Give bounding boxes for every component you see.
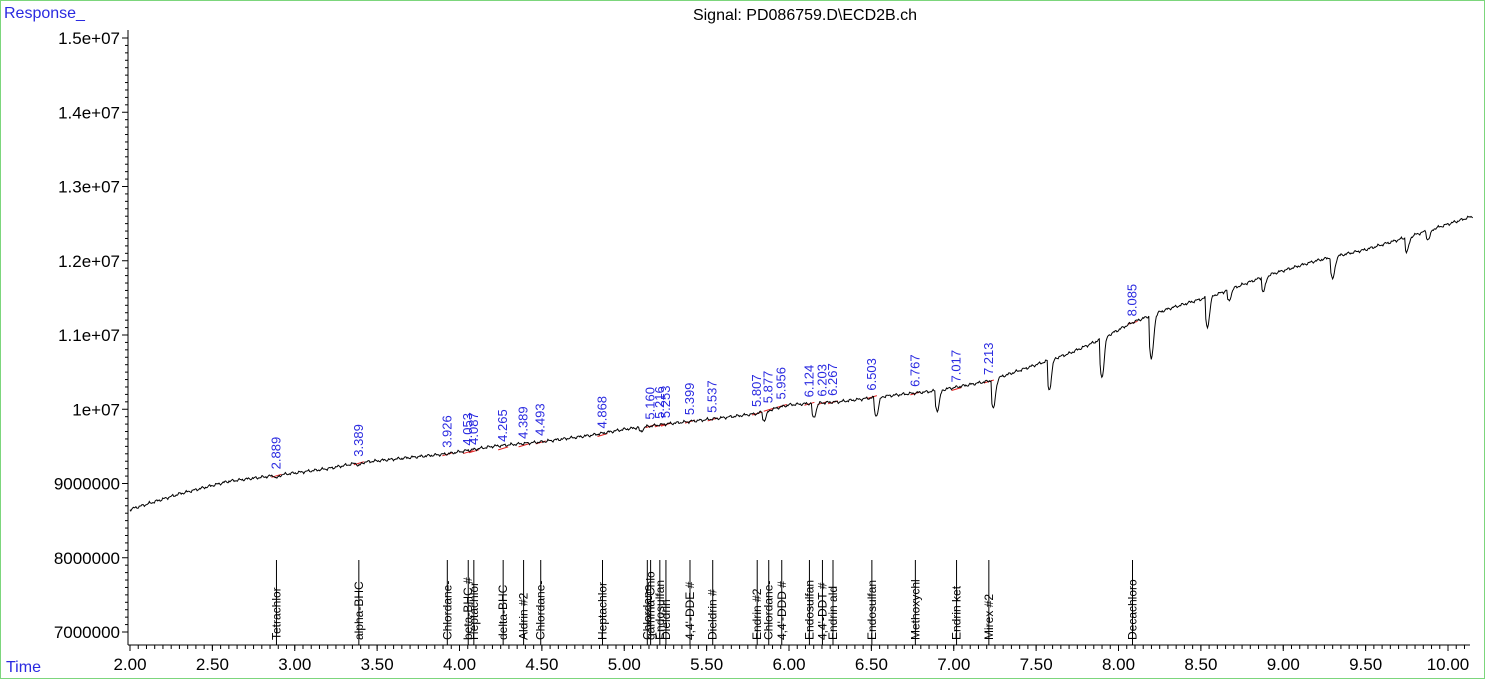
peak-label: 5.399 [682, 383, 697, 416]
peak-label: 5.160 [643, 387, 658, 420]
x-tick-label: 6.00 [772, 655, 805, 674]
compound-label: 4,4'-DDD # [775, 581, 789, 640]
x-tick-label: 4.50 [525, 655, 558, 674]
peak-label: 6.203 [814, 364, 829, 397]
peak-label: 5.537 [705, 380, 720, 413]
y-axis-ticks: 7000000 8000000 9000000 1e+07 1.1e+07 1.2e+07… [54, 29, 128, 642]
x-tick-label: 10.00 [1427, 655, 1470, 674]
compound-label: Tetrachlor [269, 587, 283, 640]
compound-label: gamma-Chlo [644, 571, 658, 640]
compound-label: Endrin #2 [750, 588, 764, 640]
x-axis-ticks: 2.00 2.50 3.00 3.50 4.00 4.50 5.00 5.50 6.00 6.50… [113, 645, 1469, 674]
peak-label: 4.389 [516, 406, 531, 439]
compound-label: Chlordane- [762, 581, 776, 640]
compound-label: 4,4'-DDE # [683, 581, 697, 640]
compound-label: Decachloro [1126, 579, 1140, 640]
peak-label: 5.877 [761, 371, 776, 404]
peak-label: 8.085 [1125, 284, 1140, 317]
y-tick-label: 7000000 [54, 623, 120, 642]
peak-label: 3.389 [351, 424, 366, 457]
compound-label: Dieldrin [659, 599, 673, 640]
x-tick-label: 3.50 [361, 655, 394, 674]
x-tick-label: 5.00 [608, 655, 641, 674]
peak-label: 4.265 [495, 409, 510, 442]
x-tick-label: 5.50 [690, 655, 723, 674]
x-tick-label: 8.00 [1102, 655, 1135, 674]
peak-label: 5.216 [652, 386, 667, 419]
x-tick-label: 8.50 [1184, 655, 1217, 674]
y-tick-label: 8000000 [54, 549, 120, 568]
compound-label: beta-BHC # [461, 577, 475, 640]
compound-markers: Tetrachlor alpha-BHC Chlordane-beta-BHC #H… [269, 560, 1140, 645]
x-tick-label: 2.50 [196, 655, 229, 674]
peak-label: 5.956 [774, 367, 789, 400]
peak-label: 5.807 [749, 374, 764, 407]
y-tick-label: 9000000 [54, 475, 120, 494]
peak-label: 6.503 [864, 358, 879, 391]
y-tick-label: 1.2e+07 [58, 252, 120, 271]
x-tick-label: 9.00 [1267, 655, 1300, 674]
compound-label: Endosulfan [653, 580, 667, 640]
compound-label: 4,4'-DDT # [815, 582, 829, 640]
compound-label: Endosulfan [802, 580, 816, 640]
compound-label: alpha-BHC [352, 581, 366, 640]
peak-label: 4.087 [466, 412, 481, 445]
y-axis-title: Response_ [4, 5, 86, 22]
compound-label: Endrin ald [826, 586, 840, 640]
signal-title: Signal: PD086759.D\ECD2B.ch [693, 7, 917, 24]
compound-label: Methoxychl [908, 579, 922, 640]
x-tick-label: 2.00 [113, 655, 146, 674]
peak-label: 2.889 [268, 437, 283, 470]
x-tick-label: 3.00 [278, 655, 311, 674]
integration-baseline [518, 443, 529, 448]
integration-baseline [951, 386, 962, 391]
peak-label: 6.767 [907, 354, 922, 387]
compound-label: Chlordane- [440, 581, 454, 640]
peak-label: 4.868 [595, 396, 610, 429]
peak-label: 4.053 [460, 413, 475, 446]
x-tick-label: 7.00 [937, 655, 970, 674]
integration-baseline [353, 461, 364, 466]
peak-label: 5.253 [658, 386, 673, 419]
peak-label: 3.926 [439, 415, 454, 448]
compound-label: Heptachlor [596, 582, 610, 640]
signal-trace [129, 215, 1473, 512]
x-tick-label: 9.50 [1349, 655, 1382, 674]
compound-label: Mirex #2 [982, 594, 996, 640]
integration-baseline [463, 450, 474, 455]
compound-label: Endosulfan [865, 580, 879, 640]
peak-label: 6.267 [825, 363, 840, 396]
y-tick-label: 1.1e+07 [58, 326, 120, 345]
peak-label: 6.124 [801, 365, 816, 398]
x-axis-title: Time [6, 659, 41, 676]
x-tick-label: 4.00 [443, 655, 476, 674]
compound-label: Chlordane- [534, 581, 548, 640]
peak-label: 4.493 [533, 403, 548, 436]
compound-label: delta-BHC [496, 584, 510, 640]
integration-baseline [763, 407, 774, 412]
y-tick-label: 1e+07 [72, 400, 120, 419]
peak-label: 7.017 [949, 350, 964, 383]
peak-label: 7.213 [981, 342, 996, 375]
x-tick-label: 6.50 [855, 655, 888, 674]
compound-label: Dieldrin # [706, 589, 720, 640]
x-tick-label: 7.50 [1020, 655, 1053, 674]
y-tick-label: 1.5e+07 [58, 29, 120, 48]
y-tick-label: 1.4e+07 [58, 103, 120, 122]
compound-label: Endrin ket [950, 585, 964, 640]
integration-baseline [498, 446, 509, 451]
y-tick-label: 1.3e+07 [58, 178, 120, 197]
compound-label: Aldrin #2 [517, 592, 531, 640]
compound-label: Heptachlor [467, 582, 481, 640]
